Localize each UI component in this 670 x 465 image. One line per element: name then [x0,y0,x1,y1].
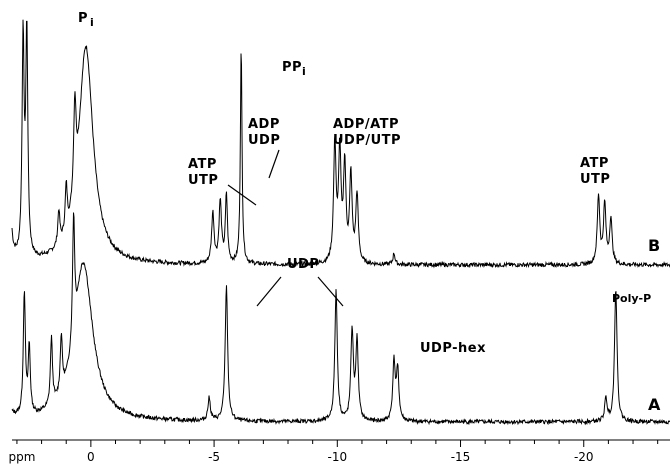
spectrum-trace-b [11,19,670,269]
annotation-pi-sub: i [90,16,94,29]
annotation-pi: P i [78,11,94,29]
annotation-pi-label: P [78,11,88,26]
x-tick-label: -15 [451,450,471,464]
pointer-adp-udp [268,149,280,179]
annotation-adp-atp-line2: UDP/UTP [333,133,401,148]
trace-label-b: B [648,236,660,255]
spectrum-trace-a [11,212,670,426]
annotation-ppi: PP i [282,60,306,78]
x-tick-label: 0 [87,450,95,464]
annotation-ppi-label: PP [282,60,302,75]
x-axis-unit-label: ppm [9,450,36,464]
annotation-udp: UDP [287,257,319,272]
x-tick-label: -20 [574,450,594,464]
trace-a-group: A [11,212,670,426]
trace-b-group: B [11,19,670,269]
x-tick-label: -5 [208,450,220,464]
pointer-udp-right [317,276,344,307]
annotation-atp-utp-left-line1: ATP [188,157,217,172]
annotation-udp-hex: UDP-hex [420,341,486,356]
trace-label-a: A [648,395,661,414]
pointer-atp-utp-left [227,184,257,206]
annotation-atp-utp-right-line1: ATP [580,156,609,171]
annotation-ppi-sub: i [302,65,306,78]
annotation-poly-p: Poly-P [612,292,651,305]
annotation-atp-utp-right-line2: UTP [580,172,610,187]
pointer-udp-left [256,276,282,307]
annotation-adp-atp-line1: ADP/ATP [333,117,399,132]
annotation-atp-utp-left-line2: UTP [188,173,218,188]
annotation-adp-udp-line1: ADP [248,117,280,132]
x-tick-label: -10 [327,450,347,464]
x-axis: 0 -5 -10 -15 -20 ppm [9,439,670,464]
annotation-adp-udp-line2: UDP [248,133,280,148]
